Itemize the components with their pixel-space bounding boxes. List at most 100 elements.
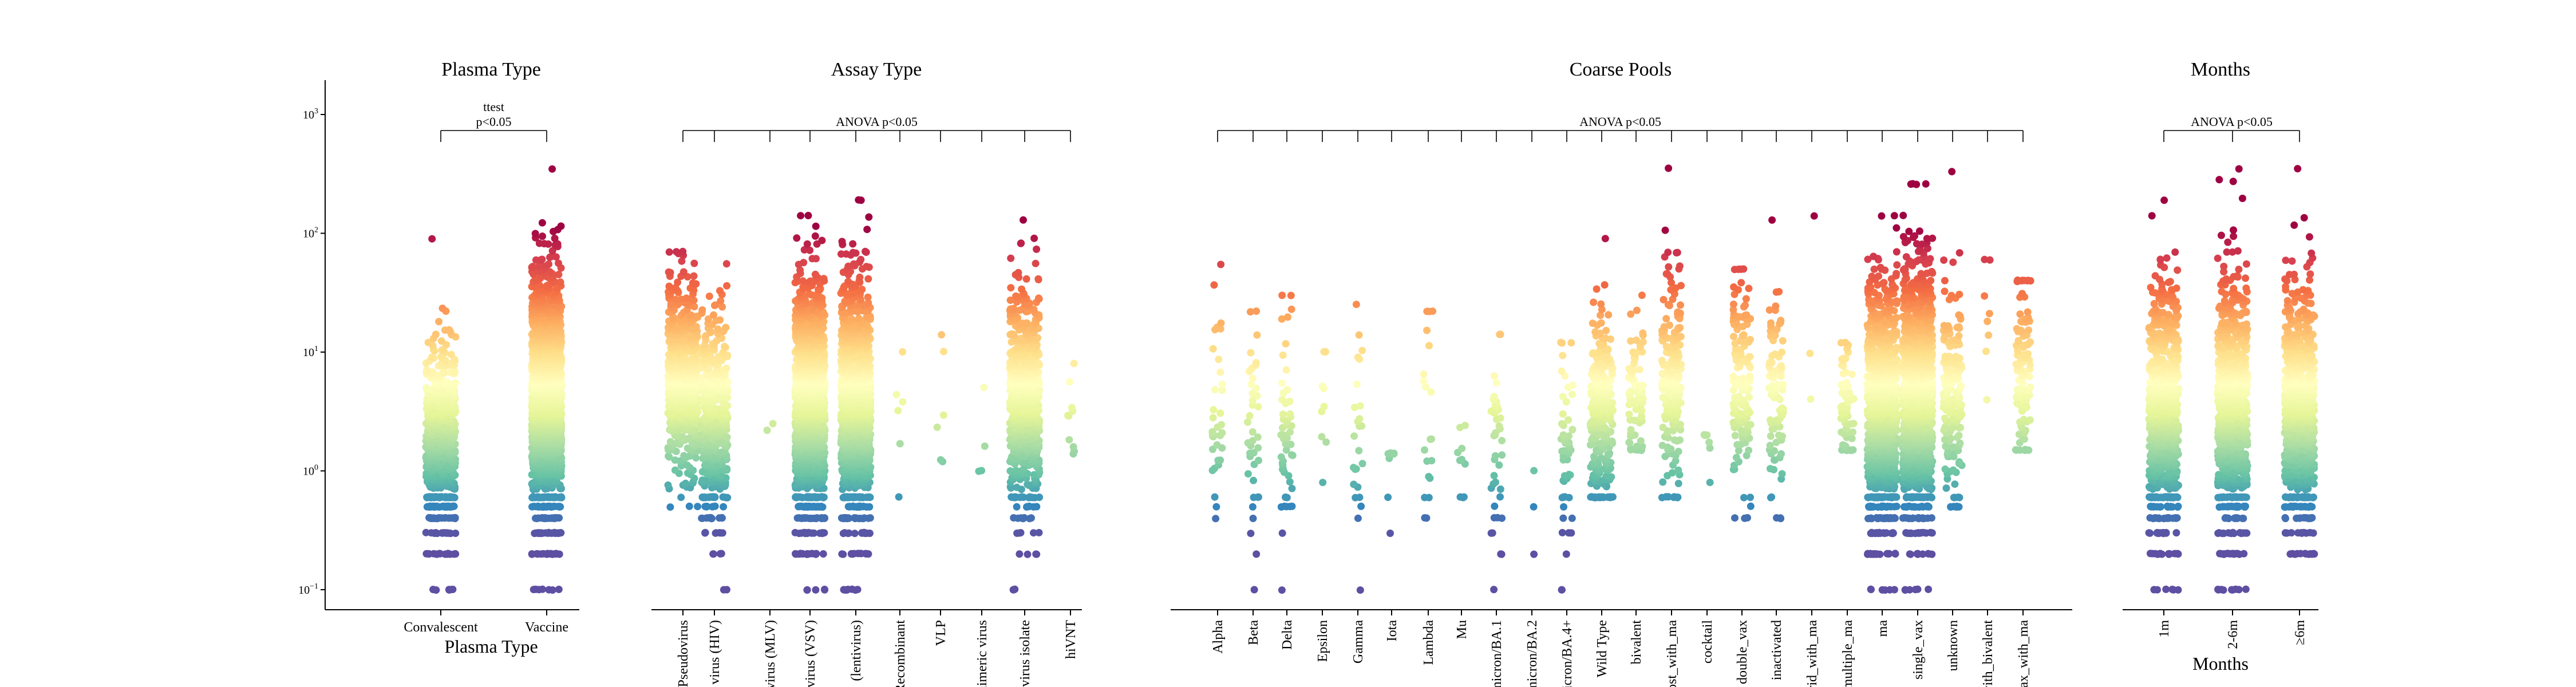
data-point xyxy=(700,493,708,502)
data-point xyxy=(712,529,720,537)
data-point xyxy=(551,515,558,523)
data-point xyxy=(666,503,674,511)
data-point xyxy=(718,514,726,522)
data-point xyxy=(722,260,730,268)
data-point xyxy=(664,481,672,489)
data-point xyxy=(555,586,563,593)
data-point xyxy=(434,493,441,501)
data-point xyxy=(679,247,687,255)
data-point xyxy=(720,503,728,511)
data-point xyxy=(817,515,825,523)
data-point xyxy=(423,366,431,374)
data-point xyxy=(552,529,560,537)
data-point xyxy=(803,550,811,558)
data-point xyxy=(698,306,706,314)
data-point xyxy=(673,248,680,256)
data-point xyxy=(716,316,724,324)
data-point xyxy=(812,586,820,594)
data-point xyxy=(818,493,826,501)
data-point xyxy=(444,493,452,502)
data-point xyxy=(694,503,702,511)
data-point xyxy=(708,493,716,501)
data-point xyxy=(539,550,547,558)
data-point xyxy=(529,263,537,270)
data-point xyxy=(445,326,453,334)
data-point xyxy=(424,338,432,346)
data-point xyxy=(541,503,549,511)
data-point xyxy=(436,550,444,558)
data-point xyxy=(541,514,549,522)
data-point xyxy=(812,550,820,558)
data-point xyxy=(539,232,546,240)
data-point xyxy=(803,514,811,522)
data-point xyxy=(533,550,541,558)
data-point xyxy=(666,438,674,446)
data-point xyxy=(690,272,698,280)
data-point xyxy=(450,493,458,502)
data-point xyxy=(437,337,445,345)
data-point xyxy=(702,514,710,522)
strip-plasma-type-convalescent xyxy=(422,235,460,594)
data-point xyxy=(444,529,452,537)
data-point xyxy=(435,318,443,326)
data-point xyxy=(531,230,539,238)
data-point xyxy=(677,493,685,502)
data-point xyxy=(717,550,725,558)
data-point xyxy=(682,294,690,302)
data-point xyxy=(530,586,538,594)
data-point xyxy=(428,235,436,243)
data-point xyxy=(441,514,449,522)
data-point xyxy=(821,586,829,594)
data-point xyxy=(819,550,827,558)
data-point xyxy=(428,493,436,502)
data-point xyxy=(718,529,726,537)
data-point xyxy=(429,368,437,376)
data-point xyxy=(548,503,555,511)
data-point xyxy=(539,585,547,593)
strip-assay-type-virus-vsv xyxy=(791,212,829,594)
data-point xyxy=(538,255,546,263)
data-point xyxy=(800,528,808,536)
data-point xyxy=(815,503,823,511)
data-point xyxy=(557,222,565,230)
data-point xyxy=(435,514,442,522)
data-point xyxy=(705,293,713,300)
data-point xyxy=(422,384,430,392)
data-point xyxy=(551,234,559,242)
data-point xyxy=(717,297,725,305)
data-point xyxy=(535,530,543,537)
data-point xyxy=(432,529,440,536)
data-point xyxy=(689,279,697,287)
data-point xyxy=(548,165,556,173)
data-point xyxy=(425,550,433,558)
data-point xyxy=(701,528,709,536)
data-point xyxy=(716,287,724,295)
data-point xyxy=(447,350,455,358)
data-point xyxy=(797,550,804,558)
data-point xyxy=(556,493,564,502)
points-layer xyxy=(422,164,2318,594)
data-point xyxy=(438,305,447,312)
data-point xyxy=(449,586,457,593)
data-point xyxy=(671,466,679,474)
data-point xyxy=(450,367,458,375)
data-point xyxy=(708,503,716,511)
data-point xyxy=(763,427,771,435)
data-point xyxy=(722,323,730,331)
data-point xyxy=(809,493,817,501)
data-point xyxy=(532,514,539,522)
data-point xyxy=(722,364,730,372)
strip-assay-type-pseudovirus xyxy=(664,247,702,511)
data-point xyxy=(538,219,546,227)
data-point xyxy=(723,282,731,290)
data-point xyxy=(552,550,560,558)
data-point xyxy=(428,353,436,361)
data-point xyxy=(443,503,451,511)
data-point xyxy=(682,479,690,487)
data-point xyxy=(721,342,729,350)
data-point xyxy=(719,493,727,501)
data-point xyxy=(690,259,698,267)
data-point xyxy=(698,476,706,484)
data-point xyxy=(679,268,688,276)
